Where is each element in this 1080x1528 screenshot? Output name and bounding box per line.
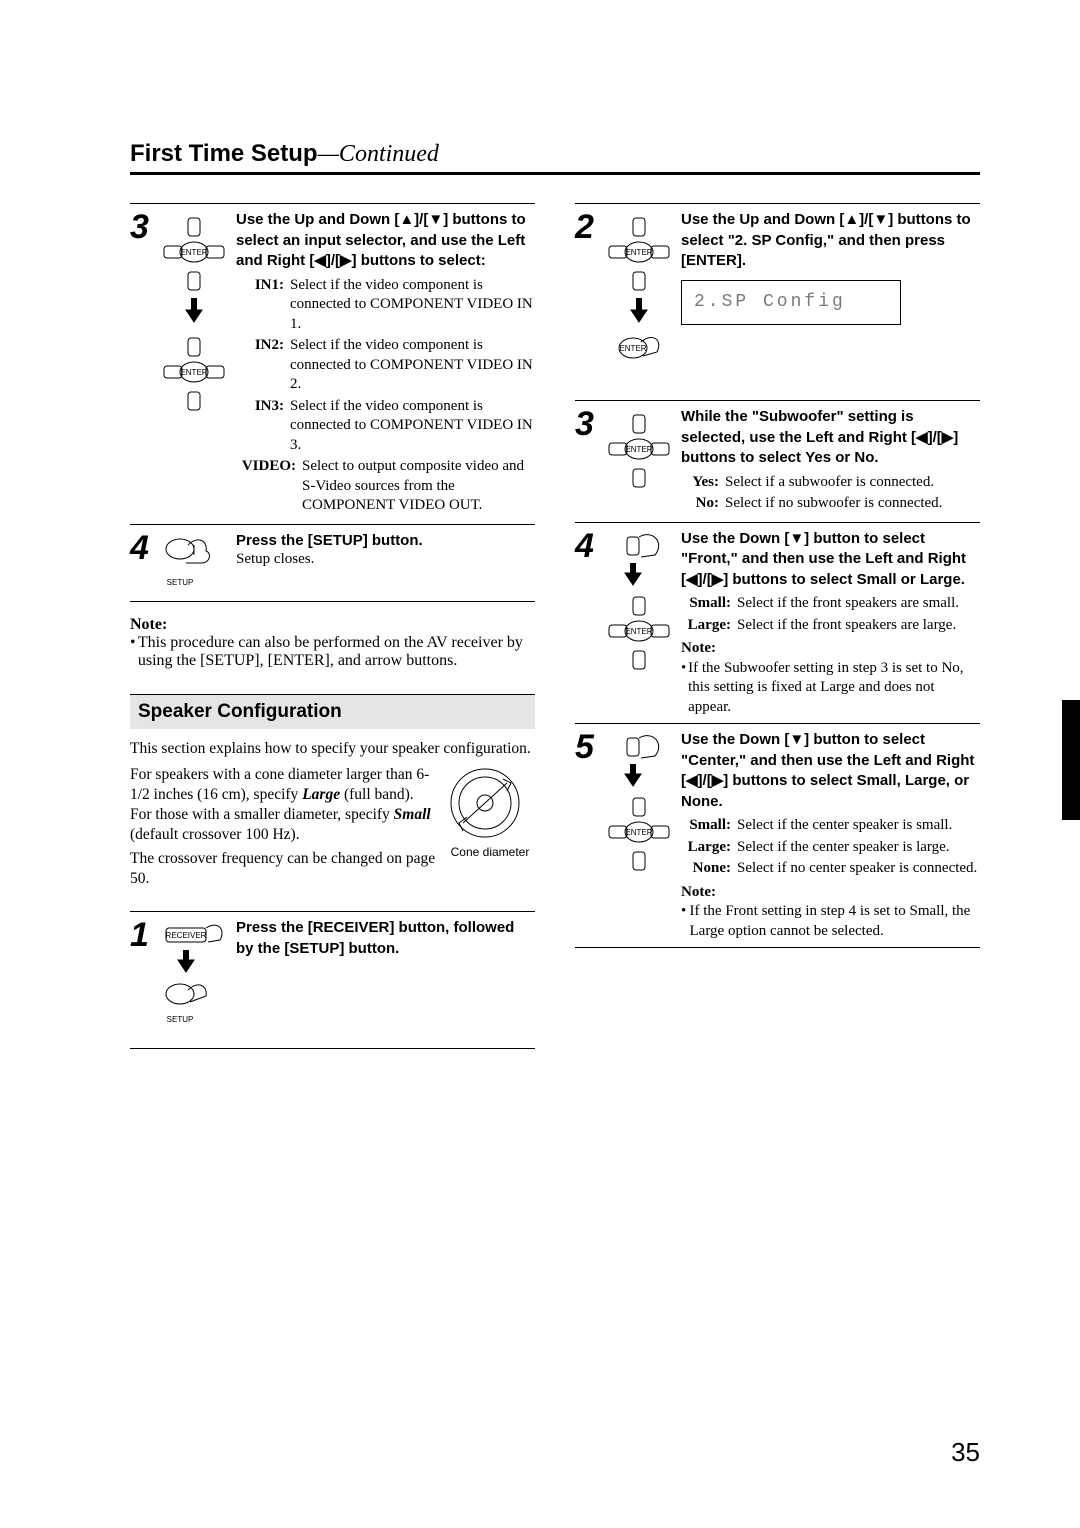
svg-text:ENTER: ENTER [180,368,207,377]
option-desc: Select if a subwoofer is connected. [725,473,980,493]
option-none: None: Select if no center speaker is con… [681,859,980,879]
option-term: None: [681,859,737,879]
svg-text:RECEIVER: RECEIVER [166,931,207,940]
svg-text:SETUP: SETUP [167,1015,194,1024]
step-number: 5 [575,730,603,941]
option-in1: IN1: Select if the video component is co… [236,276,535,335]
step-number: 3 [575,407,603,516]
right-step-3: 3 ENTER While the "Subwoof [575,400,980,516]
step-lead: While the "Subwoofer" setting is selecte… [681,408,958,466]
right-step-5: 5 [575,723,980,941]
speaker-config-cone: Cone diameter For speakers with a cone d… [130,765,535,890]
svg-text:SETUP: SETUP [167,578,194,587]
step-lead: Use the Up and Down [▲]/[▼] buttons to s… [681,211,971,269]
left-step-1: 1 RECEIVER SETUP [130,911,535,1042]
step-number: 1 [130,918,158,1042]
option-desc: Select if the video component is connect… [290,276,535,335]
page-title-row: First Time Setup—Continued [130,140,980,175]
option-video: VIDEO: Select to output composite video … [236,457,535,516]
option-term: IN1: [236,276,290,335]
page-number: 35 [951,1437,980,1468]
step-lead: Press the [RECEIVER] button, followed by… [236,919,514,957]
lcd-display: 2.SP Config [681,280,901,325]
step-number: 3 [130,210,158,518]
option-term: VIDEO: [236,457,302,516]
dpad-illustration: ENTER ENTER [158,210,236,518]
option-yes: Yes: Select if a subwoofer is connected. [681,473,980,493]
option-term: IN3: [236,397,290,456]
option-desc: Select to output composite video and S-V… [302,457,535,516]
option-desc: Select if the video component is connect… [290,336,535,395]
note-bullet: • If the Front setting in step 4 is set … [681,902,980,941]
option-desc: Select if the center speaker is small. [737,816,980,836]
receiver-setup-illustration: RECEIVER SETUP [158,918,236,1042]
step-number: 2 [575,210,603,394]
step-number: 4 [575,529,603,718]
option-desc: Select if the center speaker is large. [737,838,980,858]
left-column: 3 ENTER [130,203,535,1063]
note-heading: Note: [681,639,980,659]
cone-label: Cone diameter [445,845,535,861]
option-term: Yes: [681,473,725,493]
svg-text:ENTER: ENTER [619,344,646,353]
svg-text:ENTER: ENTER [625,445,652,454]
option-in3: IN3: Select if the video component is co… [236,397,535,456]
note-bullet: • If the Subwoofer setting in step 3 is … [681,659,980,718]
page-content: First Time Setup—Continued 3 ENTER [0,0,1080,1123]
option-term: No: [681,494,725,514]
note-bullet: • This procedure can also be performed o… [130,634,535,670]
hand-dpad-illustration: ENTER [603,730,681,941]
left-step-3: 3 ENTER [130,203,535,518]
hand-press-illustration: SETUP [158,531,236,595]
dpad-enter-illustration: ENTER ENTER [603,210,681,394]
option-large: Large: Select if the front speakers are … [681,616,980,636]
option-term: Large: [681,616,737,636]
option-desc: Select if no center speaker is connected… [737,859,980,879]
right-step-2: 2 ENTER ENTER [575,203,980,394]
option-desc: Select if no subwoofer is connected. [725,494,980,514]
note-text: This procedure can also be performed on … [138,634,535,670]
dpad-illustration: ENTER [603,407,681,516]
option-in2: IN2: Select if the video component is co… [236,336,535,395]
step-lead: Use the Down [▼] button to select "Front… [681,530,966,588]
right-column: 2 ENTER ENTER [575,203,980,1063]
option-small: Small: Select if the front speakers are … [681,594,980,614]
section-heading-speaker-config: Speaker Configuration [130,694,535,729]
svg-text:ENTER: ENTER [625,828,652,837]
option-term: Large: [681,838,737,858]
side-tab [1062,700,1080,820]
step-lead: Use the Down [▼] button to select "Cente… [681,731,974,810]
option-no: No: Select if no subwoofer is connected. [681,494,980,514]
svg-text:ENTER: ENTER [180,248,207,257]
left-step-4: 4 SETUP Press the [SETUP] button. Setup … [130,524,535,595]
cone-diagram: Cone diameter [445,765,535,861]
page-title: First Time Setup [130,140,318,167]
step-lead: Press the [SETUP] button. [236,531,535,551]
svg-text:ENTER: ENTER [625,627,652,636]
step-lead: Use the Up and Down [▲]/[▼] buttons to s… [236,211,526,269]
hand-dpad-illustration: ENTER [603,529,681,718]
note-heading: Note: [130,616,535,634]
option-small: Small: Select if the center speaker is s… [681,816,980,836]
option-large: Large: Select if the center speaker is l… [681,838,980,858]
option-term: IN2: [236,336,290,395]
step-number: 4 [130,531,158,595]
step-body-text: Setup closes. [236,550,535,570]
option-term: Small: [681,816,737,836]
page-title-continued: —Continued [318,141,439,167]
option-term: Small: [681,594,737,614]
svg-text:ENTER: ENTER [625,248,652,257]
note-text: If the Subwoofer setting in step 3 is se… [688,659,980,718]
right-step-4: 4 [575,522,980,718]
option-desc: Select if the front speakers are large. [737,616,980,636]
option-desc: Select if the video component is connect… [290,397,535,456]
speaker-config-intro: This section explains how to specify you… [130,739,535,759]
note-heading: Note: [681,883,980,903]
option-desc: Select if the front speakers are small. [737,594,980,614]
note-text: If the Front setting in step 4 is set to… [690,902,981,941]
